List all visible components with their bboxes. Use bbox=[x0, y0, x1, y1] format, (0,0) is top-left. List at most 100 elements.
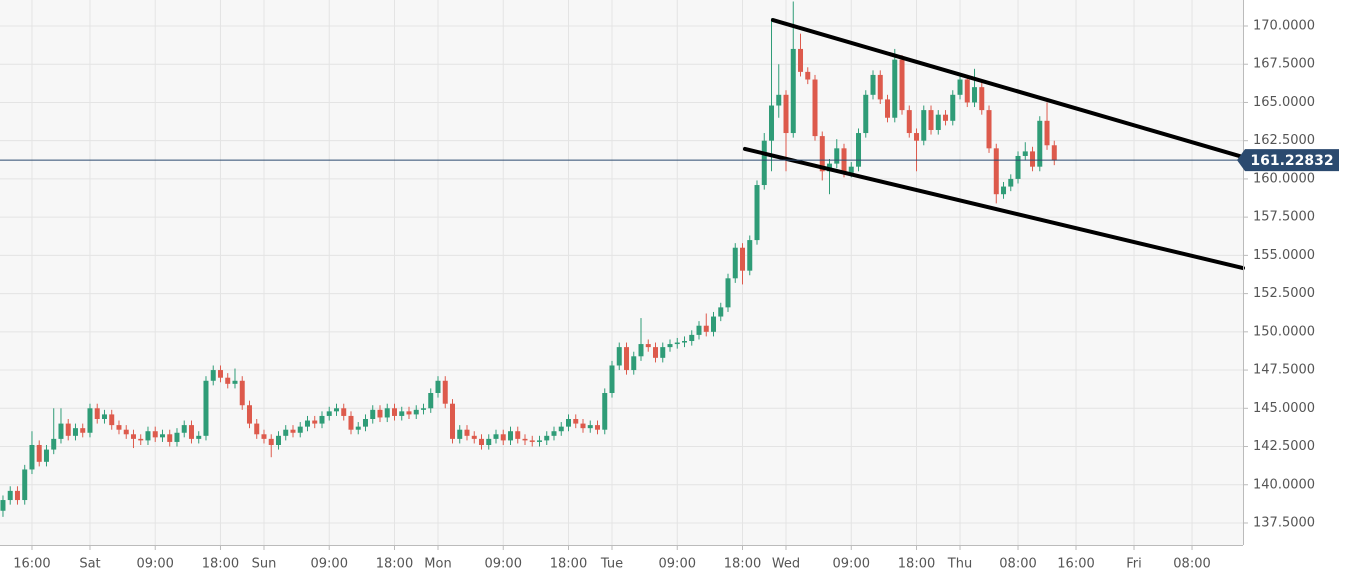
candle-body bbox=[58, 423, 64, 439]
last-price-tag bbox=[1237, 149, 1339, 172]
candle-body bbox=[130, 434, 136, 439]
candle-body bbox=[232, 380, 238, 384]
candle-body bbox=[1044, 120, 1050, 146]
candle-body bbox=[892, 59, 898, 118]
candle-body bbox=[718, 307, 724, 317]
candle-body bbox=[261, 434, 267, 439]
x-tick-label: Mon bbox=[424, 557, 451, 572]
y-tick-label: 157.5000 bbox=[1253, 210, 1315, 225]
candle-body bbox=[877, 74, 883, 100]
y-tick-label: 155.0000 bbox=[1253, 248, 1315, 263]
candle-body bbox=[188, 425, 194, 439]
candle-body bbox=[167, 434, 173, 442]
candle-body bbox=[7, 490, 13, 501]
candle-body bbox=[580, 423, 586, 429]
candle-body bbox=[551, 431, 557, 436]
candle-body bbox=[725, 278, 731, 308]
candle-body bbox=[609, 365, 615, 393]
candle-body bbox=[1001, 186, 1007, 195]
y-tick-label: 150.0000 bbox=[1253, 324, 1315, 339]
candle-body bbox=[283, 429, 289, 436]
x-tick-label: 18:00 bbox=[376, 557, 413, 572]
candle-body bbox=[457, 429, 463, 439]
candle-body bbox=[254, 423, 260, 435]
candle-body bbox=[80, 428, 86, 433]
candle-body bbox=[819, 136, 825, 172]
x-tick-label: 18:00 bbox=[550, 557, 587, 572]
candle-body bbox=[674, 342, 680, 345]
x-tick-label: Sun bbox=[252, 557, 277, 572]
candle-body bbox=[304, 420, 310, 427]
candle-body bbox=[1022, 151, 1028, 156]
candle-body bbox=[993, 148, 999, 195]
candle-body bbox=[203, 380, 209, 436]
candle-body bbox=[326, 411, 332, 416]
candle-body bbox=[109, 414, 115, 426]
candle-body bbox=[899, 59, 905, 111]
candle-body bbox=[957, 79, 963, 95]
candle-body bbox=[486, 438, 492, 445]
candle-body bbox=[798, 48, 804, 72]
candle-body bbox=[428, 392, 434, 409]
candle-body bbox=[631, 356, 637, 371]
candle-body bbox=[805, 71, 811, 80]
candle-body bbox=[29, 444, 35, 470]
candle-body bbox=[790, 48, 796, 134]
candle-body bbox=[928, 110, 934, 130]
y-tick-label: 162.5000 bbox=[1253, 133, 1315, 148]
candle-body bbox=[420, 408, 426, 410]
candle-body bbox=[769, 105, 775, 141]
candle-body bbox=[36, 444, 42, 462]
candle-body bbox=[348, 415, 354, 430]
candle-body bbox=[935, 114, 941, 130]
candle-body bbox=[246, 405, 252, 424]
candle-body bbox=[964, 79, 970, 103]
candle-body bbox=[711, 316, 717, 332]
y-tick-label: 167.5000 bbox=[1253, 57, 1315, 72]
x-tick-label: Thu bbox=[947, 557, 972, 572]
candle-body bbox=[94, 408, 100, 419]
candle-body bbox=[638, 344, 644, 357]
candle-body bbox=[471, 435, 477, 439]
y-tick-label: 142.5000 bbox=[1253, 439, 1315, 454]
candle-body bbox=[689, 334, 695, 342]
candle-body bbox=[943, 114, 949, 121]
candle-body bbox=[1051, 145, 1057, 161]
candle-body bbox=[493, 434, 499, 439]
candle-body bbox=[653, 347, 659, 358]
candle-body bbox=[312, 420, 318, 424]
candle-body bbox=[950, 94, 956, 121]
grid bbox=[0, 0, 1243, 545]
x-tick-label: 18:00 bbox=[202, 557, 239, 572]
candle-body bbox=[595, 425, 601, 430]
candle-body bbox=[116, 425, 122, 430]
x-tick-label: 16:00 bbox=[13, 557, 50, 572]
x-tick-label: 18:00 bbox=[898, 557, 935, 572]
candle-body bbox=[660, 347, 666, 358]
candle-body bbox=[399, 411, 405, 416]
candle-body bbox=[319, 415, 325, 424]
candle-body bbox=[682, 341, 688, 343]
candle-body bbox=[732, 247, 738, 279]
candle-body bbox=[65, 423, 71, 436]
candle-body bbox=[500, 434, 506, 441]
candle-body bbox=[783, 94, 789, 134]
trend-line bbox=[770, 18, 1245, 160]
x-tick-label: Tue bbox=[600, 557, 623, 572]
candle-body bbox=[624, 347, 630, 371]
candle-body bbox=[138, 438, 144, 441]
candle-body bbox=[696, 325, 702, 335]
candle-body bbox=[906, 110, 912, 134]
candle-body bbox=[413, 409, 419, 415]
y-tick-label: 137.5000 bbox=[1253, 515, 1315, 530]
x-tick-label: 09:00 bbox=[136, 557, 173, 572]
y-tick-label: 160.0000 bbox=[1253, 171, 1315, 186]
x-tick-label: 09:00 bbox=[659, 557, 696, 572]
candle-body bbox=[602, 392, 608, 430]
candle-body bbox=[87, 408, 93, 433]
candle-body bbox=[558, 426, 564, 432]
candle-body bbox=[72, 428, 78, 436]
candle-body bbox=[268, 438, 274, 445]
candle-body bbox=[972, 87, 978, 103]
